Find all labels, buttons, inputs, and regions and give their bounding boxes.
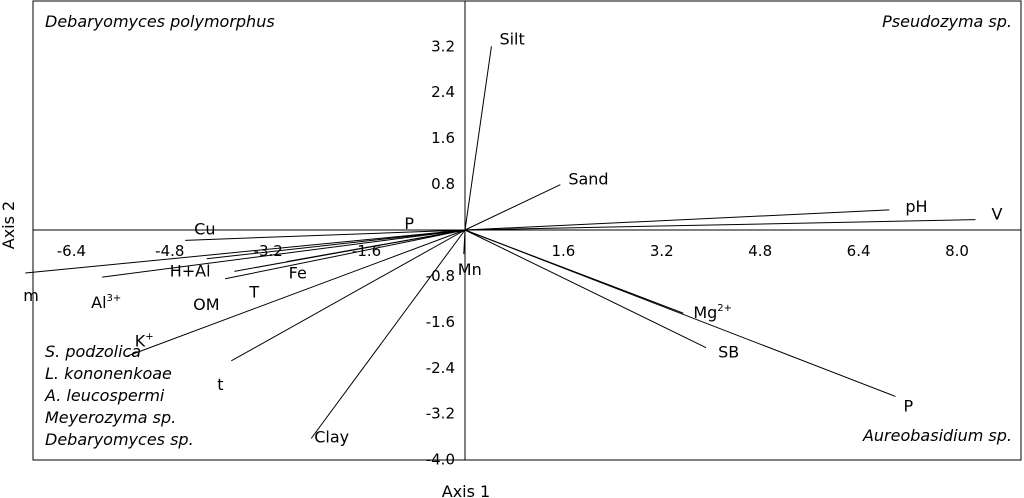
- vector-label: Silt: [499, 29, 524, 48]
- vector-label: t: [217, 375, 223, 394]
- vector-line: [225, 229, 466, 280]
- vector-label: P: [404, 214, 414, 233]
- vector-line: [206, 229, 466, 260]
- species-label: L. kononenkoae: [45, 364, 172, 383]
- y-tick-label: 1.6: [431, 129, 455, 147]
- vector-line: [464, 219, 976, 231]
- vector-line: [464, 229, 896, 397]
- vector-line: [25, 229, 466, 274]
- vector-line: [126, 229, 466, 357]
- vector-label: Mg2+: [693, 303, 732, 322]
- vector-line: [464, 46, 492, 231]
- y-tick-label: 3.2: [431, 37, 455, 55]
- species-label: Aureobasidium sp.: [862, 426, 1012, 445]
- vector-line: [234, 229, 466, 272]
- x-tick-label: -6.4: [57, 242, 86, 260]
- x-tick-label: -1.6: [352, 242, 381, 260]
- vector-label: H+Al: [170, 262, 211, 281]
- y-tick-label: -0.8: [426, 267, 455, 285]
- vector-line: [464, 184, 561, 231]
- vector-label: pH: [905, 197, 927, 216]
- vector-label: m: [23, 286, 39, 305]
- x-axis-label: Axis 1: [442, 482, 490, 498]
- vector-label: K+: [135, 331, 154, 350]
- species-labels: Debaryomyces polymorphus Pseudozyma sp. S.…: [44, 12, 1012, 449]
- y-tick-label: -2.4: [426, 359, 455, 377]
- x-tick-label: -3.2: [254, 242, 283, 260]
- vector-label: Sand: [568, 170, 608, 189]
- species-label: Meyerozyma sp.: [45, 408, 176, 427]
- vector-line: [310, 229, 466, 439]
- vector-line: [464, 229, 707, 349]
- vector-line: [102, 229, 466, 278]
- y-tick-label: -3.2: [426, 405, 455, 423]
- vector-label: OM: [193, 295, 219, 314]
- vector-line: [463, 229, 466, 255]
- x-tick-label: 8.0: [945, 242, 969, 260]
- x-tick-label: 4.8: [748, 242, 772, 260]
- x-tick-label: 6.4: [847, 242, 871, 260]
- vector-label: P: [904, 396, 914, 415]
- vector-label: Clay: [314, 427, 349, 446]
- species-label: Debaryomyces sp.: [45, 430, 194, 449]
- vector-label: Cu: [194, 219, 215, 238]
- y-tick-label: 0.8: [431, 175, 455, 193]
- y-tick-labels: 3.2 2.4 1.6 0.8 -0.8 -1.6 -2.4 -3.2 -4.0: [426, 37, 455, 468]
- y-tick-label: 2.4: [431, 83, 455, 101]
- vector-line: [231, 229, 466, 362]
- vector-line: [185, 229, 466, 241]
- x-tick-label: 1.6: [551, 242, 575, 260]
- y-axis-label: Axis 2: [0, 201, 18, 249]
- x-tick-label: -4.8: [155, 242, 184, 260]
- vector-label: Al3+: [91, 293, 121, 312]
- vector-label: SB: [718, 343, 739, 362]
- vector-line: [440, 229, 466, 232]
- biplot-vectors: Silt Sand pH V Mg2+ SB P Mn Cu H+Al Fe T OM Al3+ m K+ t C…: [23, 29, 1002, 446]
- species-label: Debaryomyces polymorphus: [45, 12, 275, 31]
- species-label: A. leucospermi: [44, 386, 165, 405]
- vector-label: Fe: [289, 264, 307, 283]
- y-tick-label: -1.6: [426, 313, 455, 331]
- vector-label: V: [991, 205, 1002, 224]
- species-label: S. podzolica: [45, 342, 141, 361]
- x-tick-labels: -6.4 -4.8 -3.2 -1.6 1.6 3.2 4.8 6.4 8.0: [57, 242, 969, 260]
- x-tick-label: 3.2: [650, 242, 674, 260]
- vector-label: Mn: [458, 260, 482, 279]
- y-tick-label: -4.0: [426, 451, 455, 469]
- vector-line: [464, 209, 890, 231]
- species-label: Pseudozyma sp.: [882, 12, 1012, 31]
- vector-label: T: [248, 282, 259, 301]
